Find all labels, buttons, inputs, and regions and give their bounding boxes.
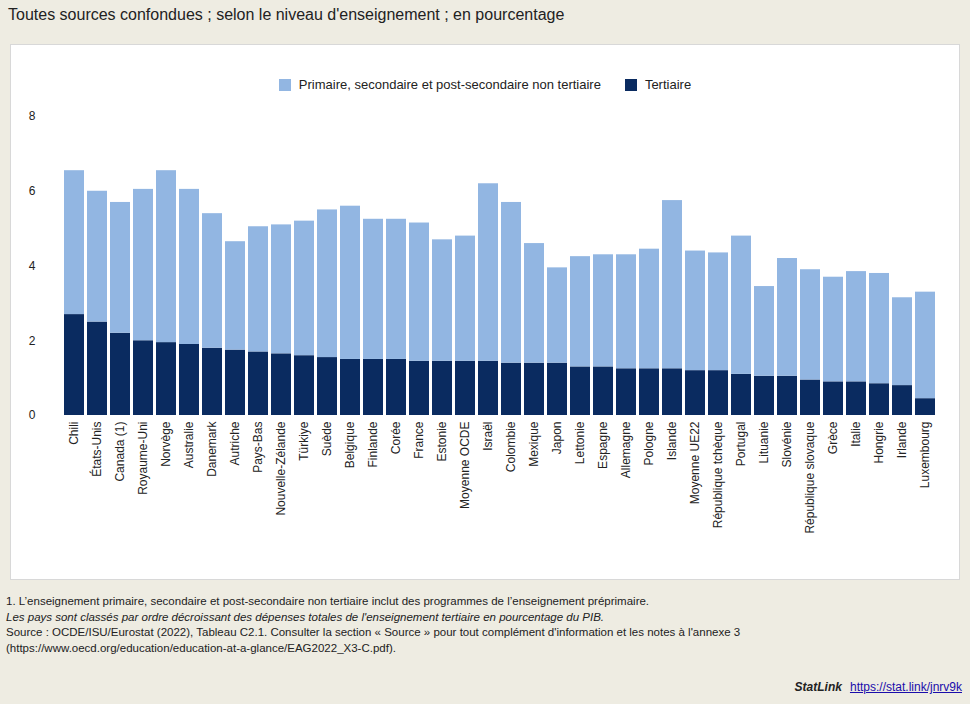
svg-text:Estonie: Estonie (435, 421, 449, 461)
html-text:Source : OCDE/ISU/Eurostat (20: Source : OCDE/ISU/Eurostat (2022), Table… (6, 626, 741, 654)
svg-text:Autriche: Autriche (228, 421, 242, 465)
svg-text:Luxembourg: Luxembourg (918, 422, 932, 489)
svg-text:République tchèque: République tchèque (711, 421, 725, 528)
svg-text:Irlande: Irlande (895, 421, 909, 458)
svg-text:2: 2 (29, 334, 36, 348)
svg-text:Japon: Japon (550, 422, 564, 455)
html-text:Toutes sources confondues ; se: Toutes sources confondues ; selon le niv… (8, 6, 565, 23)
svg-text:Italie: Italie (849, 421, 863, 447)
svg-text:Grèce: Grèce (826, 421, 840, 454)
svg-text:Nouvelle-Zélande: Nouvelle-Zélande (274, 421, 288, 515)
html-text:1. L’enseignement primaire, se: 1. L’enseignement primaire, secondaire e… (6, 595, 650, 607)
html-text:Primaire, secondaire et post-s: Primaire, secondaire et post-secondaire … (298, 77, 601, 92)
svg-text:Australie: Australie (182, 421, 196, 468)
svg-text:France: France (412, 421, 426, 459)
svg-text:Belgique: Belgique (343, 421, 357, 468)
svg-text:Finlande: Finlande (366, 421, 380, 467)
svg-text:Islande: Islande (665, 421, 679, 460)
svg-text:États-Unis: États-Unis (89, 422, 104, 477)
svg-text:Corée: Corée (389, 421, 403, 454)
svg-text:Danemark: Danemark (205, 421, 219, 477)
svg-text:Mexique: Mexique (527, 421, 541, 467)
html-text:Tertiaire: Tertiaire (644, 77, 692, 92)
svg-text:Allemagne: Allemagne (619, 421, 633, 478)
svg-text:Moyenne OCDE: Moyenne OCDE (458, 422, 472, 509)
html-text:Les pays sont classés par ordr: Les pays sont classés par ordre décroiss… (6, 610, 604, 623)
svg-text:Pays-Bas: Pays-Bas (251, 422, 265, 473)
svg-text:Slovénie: Slovénie (780, 421, 794, 467)
svg-text:Canada (1): Canada (1) (113, 422, 127, 482)
svg-text:Royaume-Uni: Royaume-Uni (136, 422, 150, 495)
svg-text:6: 6 (29, 184, 36, 198)
svg-text:Chili: Chili (67, 422, 81, 445)
svg-text:Israël: Israël (481, 422, 495, 451)
svg-text:Moyenne UE22: Moyenne UE22 (688, 421, 702, 504)
svg-text:Lettonie: Lettonie (573, 421, 587, 464)
svg-text:Türkiye: Türkiye (297, 421, 311, 461)
svg-text:8: 8 (29, 109, 36, 123)
svg-text:République slovaque: République slovaque (803, 421, 817, 533)
svg-text:Norvège: Norvège (159, 421, 173, 467)
svg-text:Colombie: Colombie (504, 421, 518, 472)
svg-text:Portugal: Portugal (734, 422, 748, 467)
svg-text:Lituanie: Lituanie (757, 421, 771, 463)
svg-text:Hongrie: Hongrie (872, 421, 886, 463)
html-text:StatLink: StatLink (794, 680, 842, 694)
svg-text:Espagne: Espagne (596, 421, 610, 469)
svg-text:Suède: Suède (320, 421, 334, 456)
svg-text:Pologne: Pologne (642, 421, 656, 465)
svg-text:4: 4 (29, 259, 36, 273)
svg-text:0: 0 (29, 408, 36, 422)
html-text:https://stat.link/jnrv9k: https://stat.link/jnrv9k (850, 680, 962, 694)
